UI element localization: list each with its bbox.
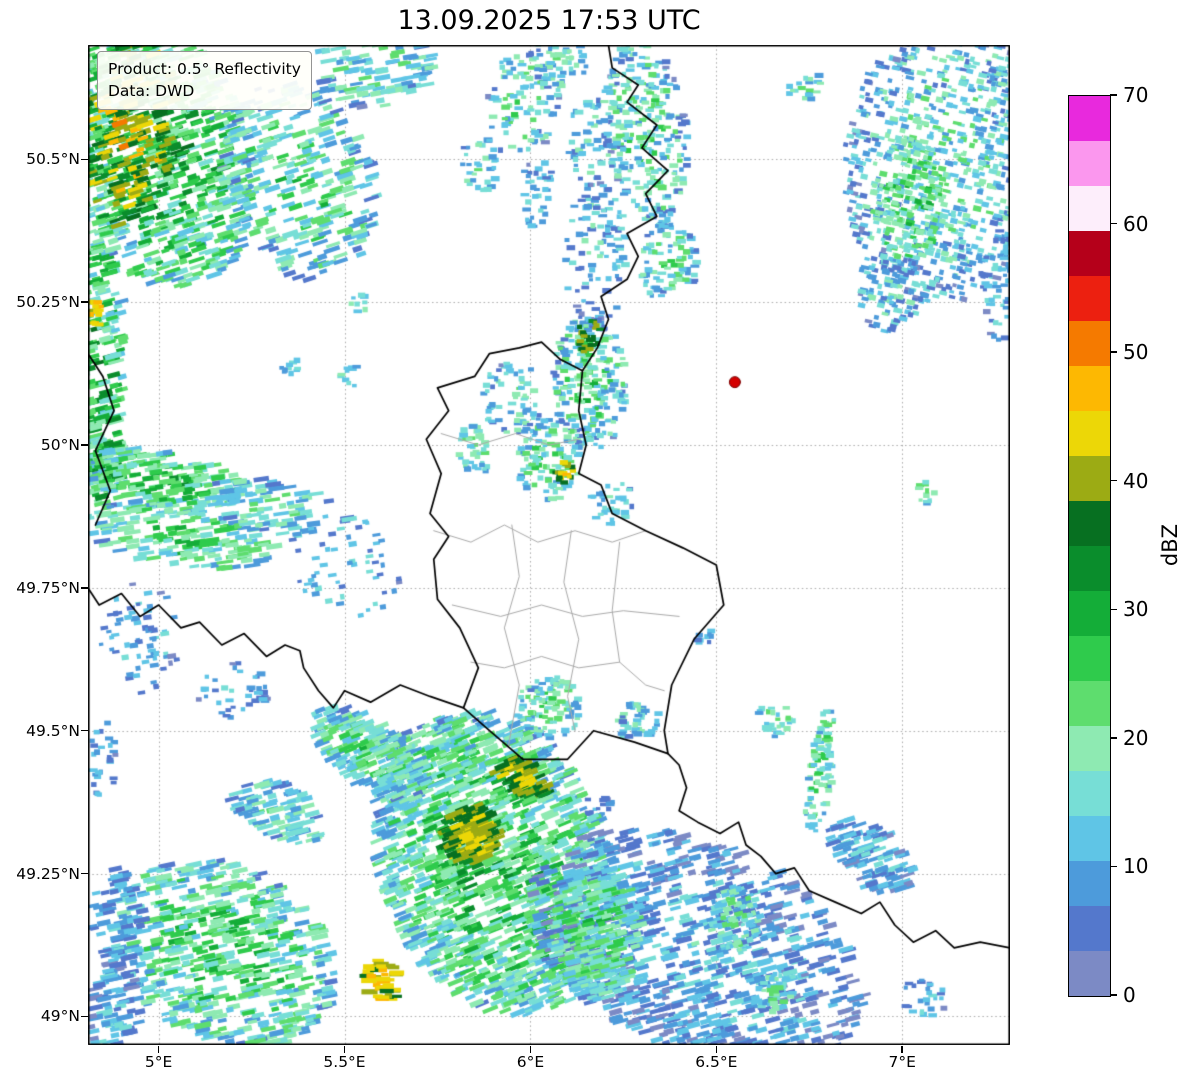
info-product: Product: 0.5° Reflectivity xyxy=(108,60,301,78)
colorbar-band xyxy=(1069,186,1110,231)
x-axis-tick-label: 7°E xyxy=(888,1053,916,1071)
colorbar-band xyxy=(1069,141,1110,186)
y-axis-tick-mark xyxy=(81,730,88,732)
y-axis-tick-mark xyxy=(81,587,88,589)
colorbar-band xyxy=(1069,861,1110,906)
radar-canvas xyxy=(88,45,1010,1045)
colorbar-tick-label: 70 xyxy=(1123,83,1149,107)
x-axis-tick-label: 5.5°E xyxy=(323,1053,366,1071)
y-axis-tick-label: 50.5°N xyxy=(26,150,80,169)
x-axis-tick-label: 5°E xyxy=(144,1053,173,1071)
colorbar-tick-mark xyxy=(1110,737,1117,739)
colorbar-band xyxy=(1069,366,1110,411)
x-axis-tick-label: 6°E xyxy=(516,1053,545,1071)
colorbar-tick-mark xyxy=(1110,994,1117,996)
x-axis-tick-mark xyxy=(529,1046,532,1053)
x-axis-tick-mark xyxy=(157,1046,160,1053)
colorbar-band xyxy=(1069,321,1110,366)
colorbar-tick-mark xyxy=(1110,480,1117,482)
colorbar-band xyxy=(1069,636,1110,681)
y-axis-tick-label: 49°N xyxy=(40,1007,80,1026)
colorbar-band xyxy=(1069,501,1110,546)
colorbar-tick-mark xyxy=(1110,222,1117,225)
colorbar-tick-label: 0 xyxy=(1123,983,1136,1007)
colorbar-tick-label: 40 xyxy=(1123,468,1149,493)
colorbar-label-wrap: dBZ xyxy=(1158,95,1182,995)
colorbar-band xyxy=(1069,456,1110,501)
colorbar-label: dBZ xyxy=(1158,523,1182,567)
colorbar-band xyxy=(1069,591,1110,636)
y-axis-tick-mark xyxy=(81,1015,88,1018)
colorbar-band xyxy=(1069,276,1110,321)
colorbar-band xyxy=(1069,726,1110,771)
x-axis-tick-mark xyxy=(901,1046,903,1053)
colorbar-tick-label: 20 xyxy=(1123,725,1149,750)
colorbar-band xyxy=(1069,771,1110,816)
y-axis-tick-mark xyxy=(81,158,88,160)
x-axis-tick-mark xyxy=(343,1046,346,1053)
colorbar-band xyxy=(1069,816,1110,861)
colorbar-band xyxy=(1069,906,1110,951)
y-axis-tick-mark xyxy=(81,872,88,875)
colorbar-band xyxy=(1069,546,1110,591)
colorbar-tick-mark xyxy=(1110,865,1117,868)
colorbar-tick-label: 10 xyxy=(1123,854,1149,879)
y-axis-tick-mark xyxy=(81,444,88,446)
plot-title: 13.09.2025 17:53 UTC xyxy=(397,5,701,36)
colorbar-band xyxy=(1069,951,1110,996)
colorbar-band xyxy=(1069,411,1110,456)
y-axis-tick-label: 50°N xyxy=(40,436,80,454)
colorbar-tick-label: 30 xyxy=(1123,597,1149,622)
y-axis-tick-label: 49.25°N xyxy=(16,864,80,883)
y-axis-tick-label: 50.25°N xyxy=(16,293,80,312)
colorbar-tick-mark xyxy=(1110,94,1117,96)
colorbar-band xyxy=(1069,681,1110,726)
x-axis-tick-mark xyxy=(715,1046,717,1053)
colorbar xyxy=(1068,95,1111,997)
y-axis-tick-label: 49.75°N xyxy=(16,578,80,597)
colorbar-tick-mark xyxy=(1110,608,1117,610)
info-source: Data: DWD xyxy=(108,82,195,101)
colorbar-band xyxy=(1069,231,1110,276)
y-axis-tick-label: 49.5°N xyxy=(26,721,80,740)
x-axis-tick-label: 6.5°E xyxy=(695,1053,738,1071)
colorbar-band xyxy=(1069,96,1110,141)
colorbar-tick-mark xyxy=(1110,351,1117,353)
info-box: Product: 0.5° Reflectivity Data: DWD xyxy=(97,51,312,110)
y-axis-tick-mark xyxy=(81,301,88,303)
colorbar-tick-label: 50 xyxy=(1123,340,1149,365)
colorbar-tick-label: 60 xyxy=(1123,211,1149,236)
